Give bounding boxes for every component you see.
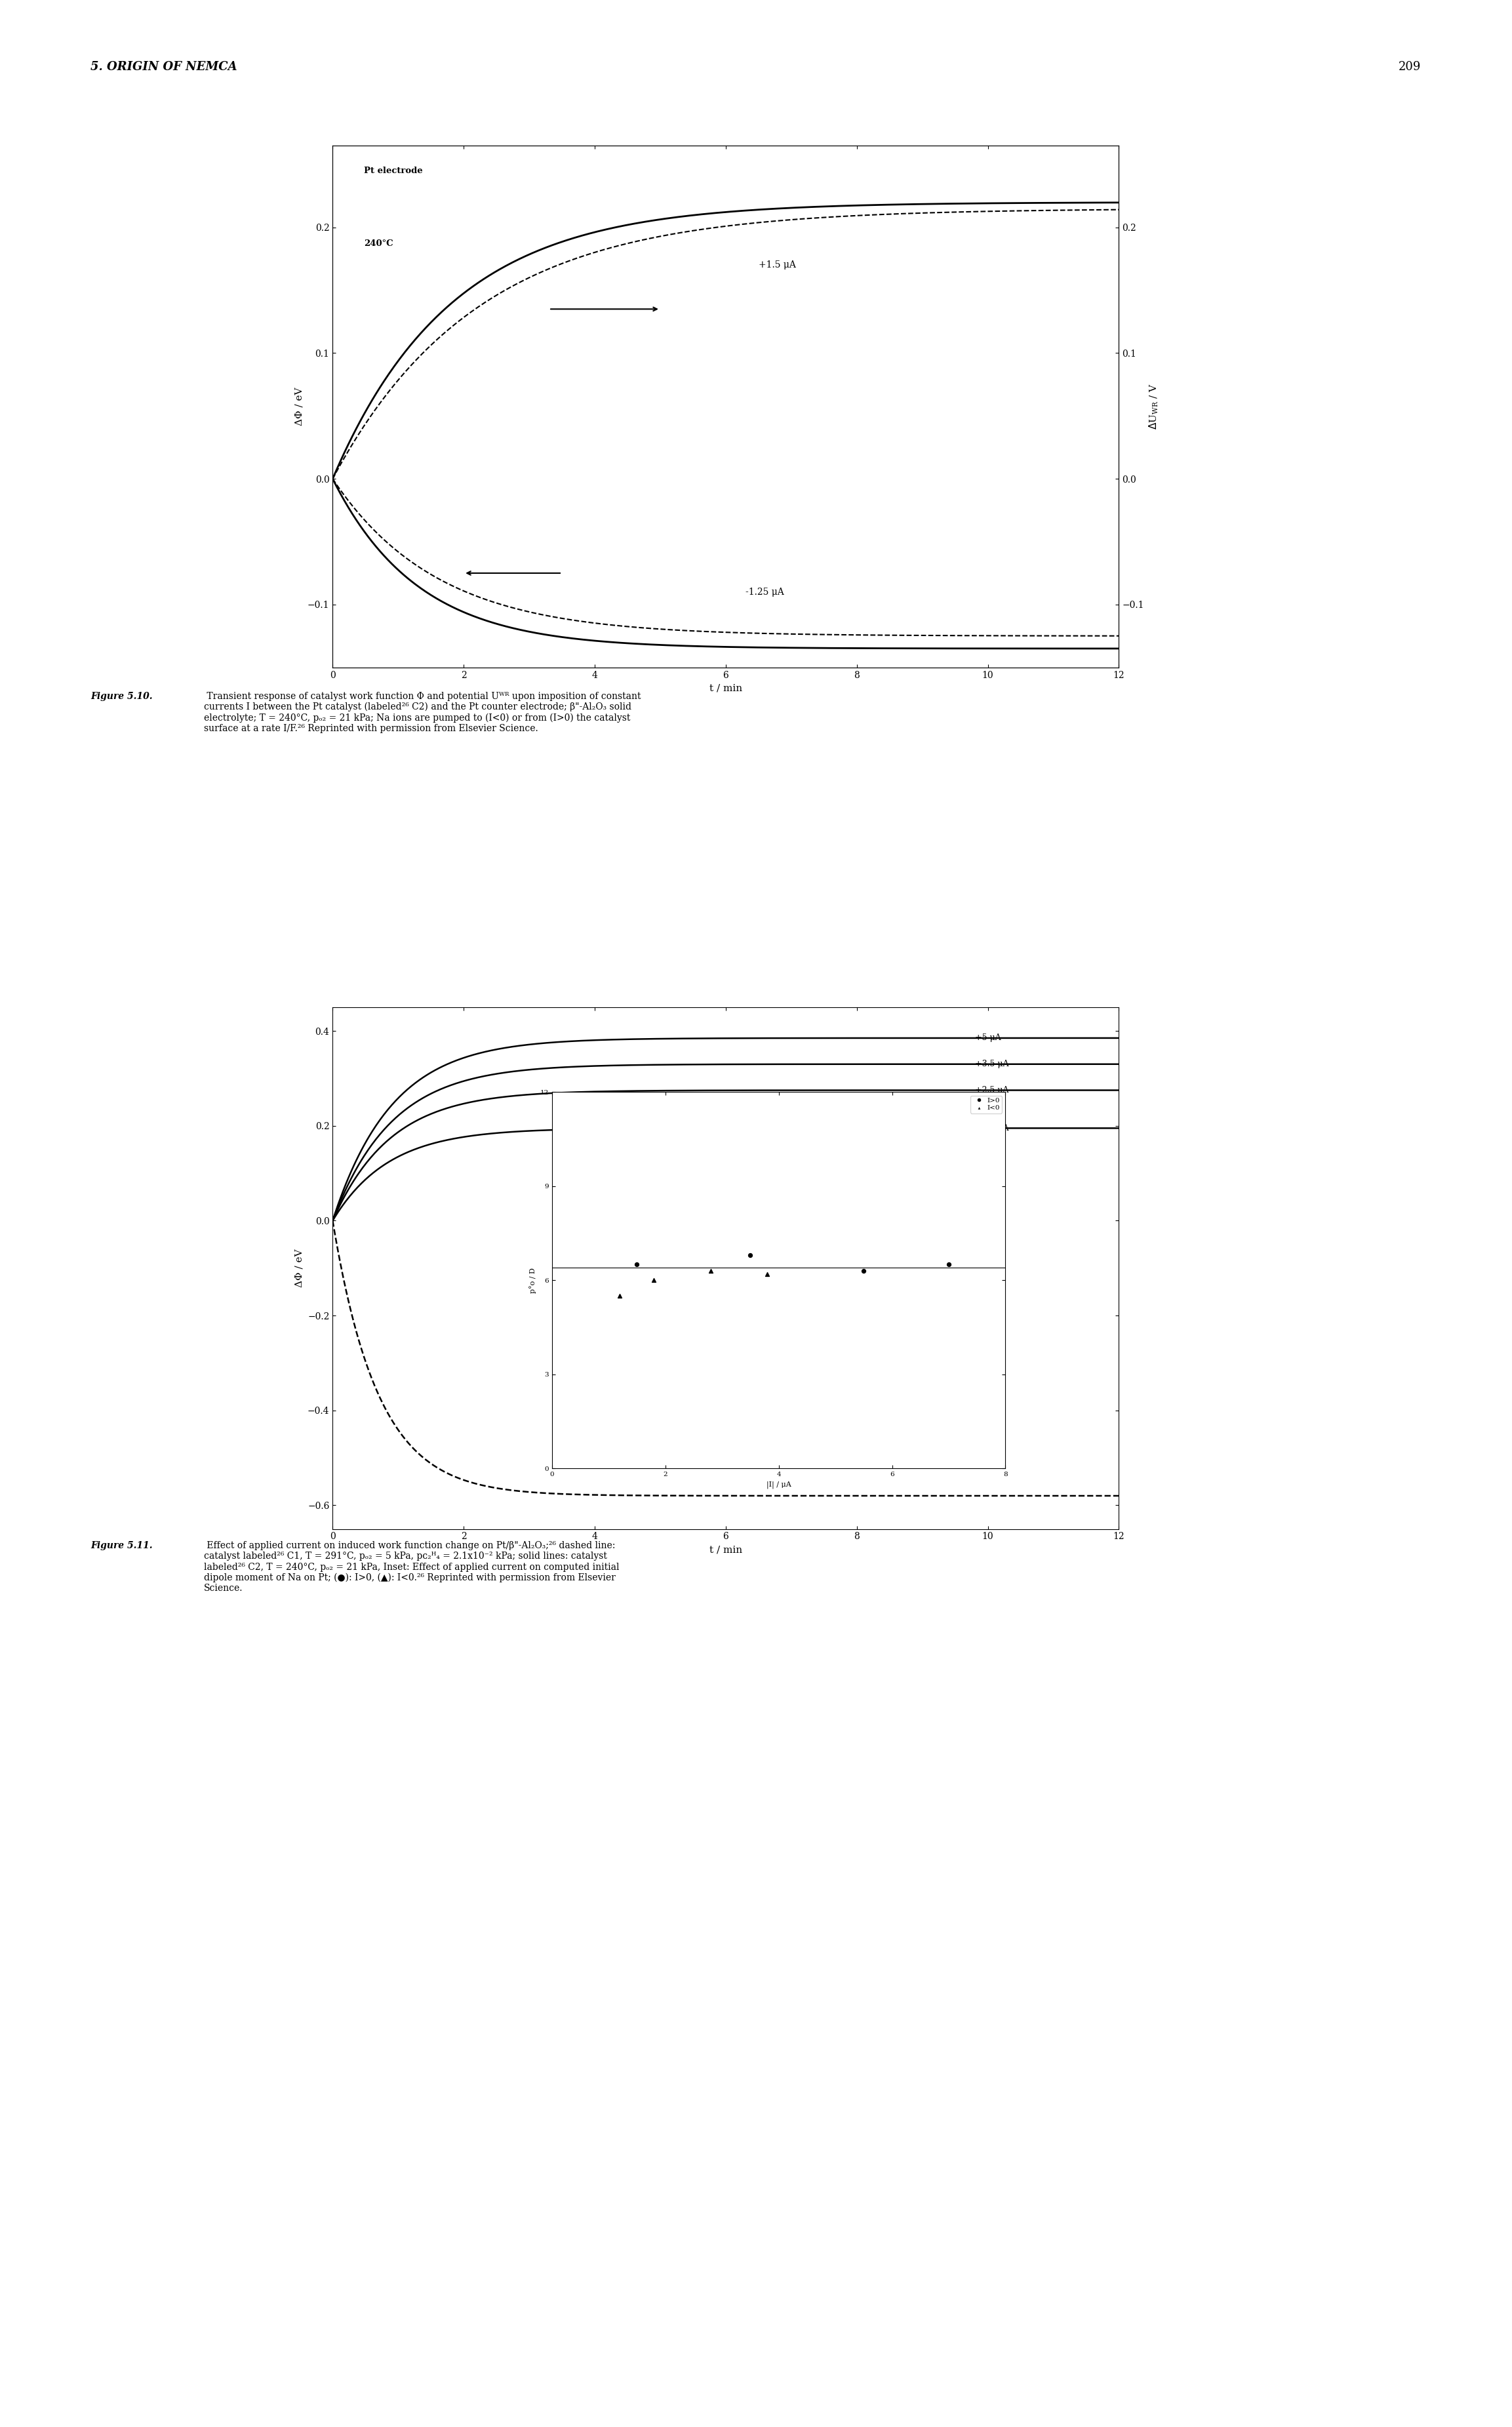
Text: -20 μA: -20 μA <box>647 1451 674 1459</box>
X-axis label: t / min: t / min <box>709 684 742 692</box>
Y-axis label: ΔΦ / eV: ΔΦ / eV <box>295 1250 304 1286</box>
Point <box>936 1245 962 1284</box>
Text: +1.5 μA: +1.5 μA <box>759 260 795 269</box>
Text: Transient response of catalyst work function Φ and potential Uᵂᴿ upon imposition: Transient response of catalyst work func… <box>204 692 641 733</box>
Point <box>851 1252 875 1291</box>
Text: 5. ORIGIN OF NEMCA: 5. ORIGIN OF NEMCA <box>91 61 237 73</box>
Text: Figure 5.11.: Figure 5.11. <box>91 1541 153 1551</box>
Text: +5 μA: +5 μA <box>975 1034 1001 1041</box>
Y-axis label: ΔΦ / eV: ΔΦ / eV <box>295 388 304 425</box>
Text: 209: 209 <box>1399 61 1421 73</box>
Text: +2.5 μA: +2.5 μA <box>975 1085 1009 1095</box>
X-axis label: t / min: t / min <box>709 1546 742 1553</box>
Legend: I>0, I<0: I>0, I<0 <box>971 1095 1002 1114</box>
Point <box>608 1277 632 1315</box>
Point <box>699 1252 723 1291</box>
Y-axis label: $\Delta$U$_{\mathregular{WR}}$ / V: $\Delta$U$_{\mathregular{WR}}$ / V <box>1148 383 1160 430</box>
Text: 240°C: 240°C <box>364 240 393 248</box>
Text: +3.5 μA: +3.5 μA <box>975 1061 1009 1068</box>
Point <box>641 1262 665 1301</box>
Text: Figure 5.10.: Figure 5.10. <box>91 692 153 701</box>
Text: Pt electrode: Pt electrode <box>364 167 423 175</box>
Text: +1.5 μA: +1.5 μA <box>975 1124 1009 1133</box>
Point <box>624 1245 649 1284</box>
Text: Effect of applied current on induced work function change on Pt/β"-Al₂O₃;²⁶ dash: Effect of applied current on induced wor… <box>204 1541 620 1592</box>
Point <box>738 1235 762 1274</box>
X-axis label: |I| / μA: |I| / μA <box>767 1480 791 1488</box>
Point <box>756 1255 780 1294</box>
Text: -1.25 μA: -1.25 μA <box>745 587 783 597</box>
Y-axis label: p°o / D: p°o / D <box>529 1267 537 1294</box>
